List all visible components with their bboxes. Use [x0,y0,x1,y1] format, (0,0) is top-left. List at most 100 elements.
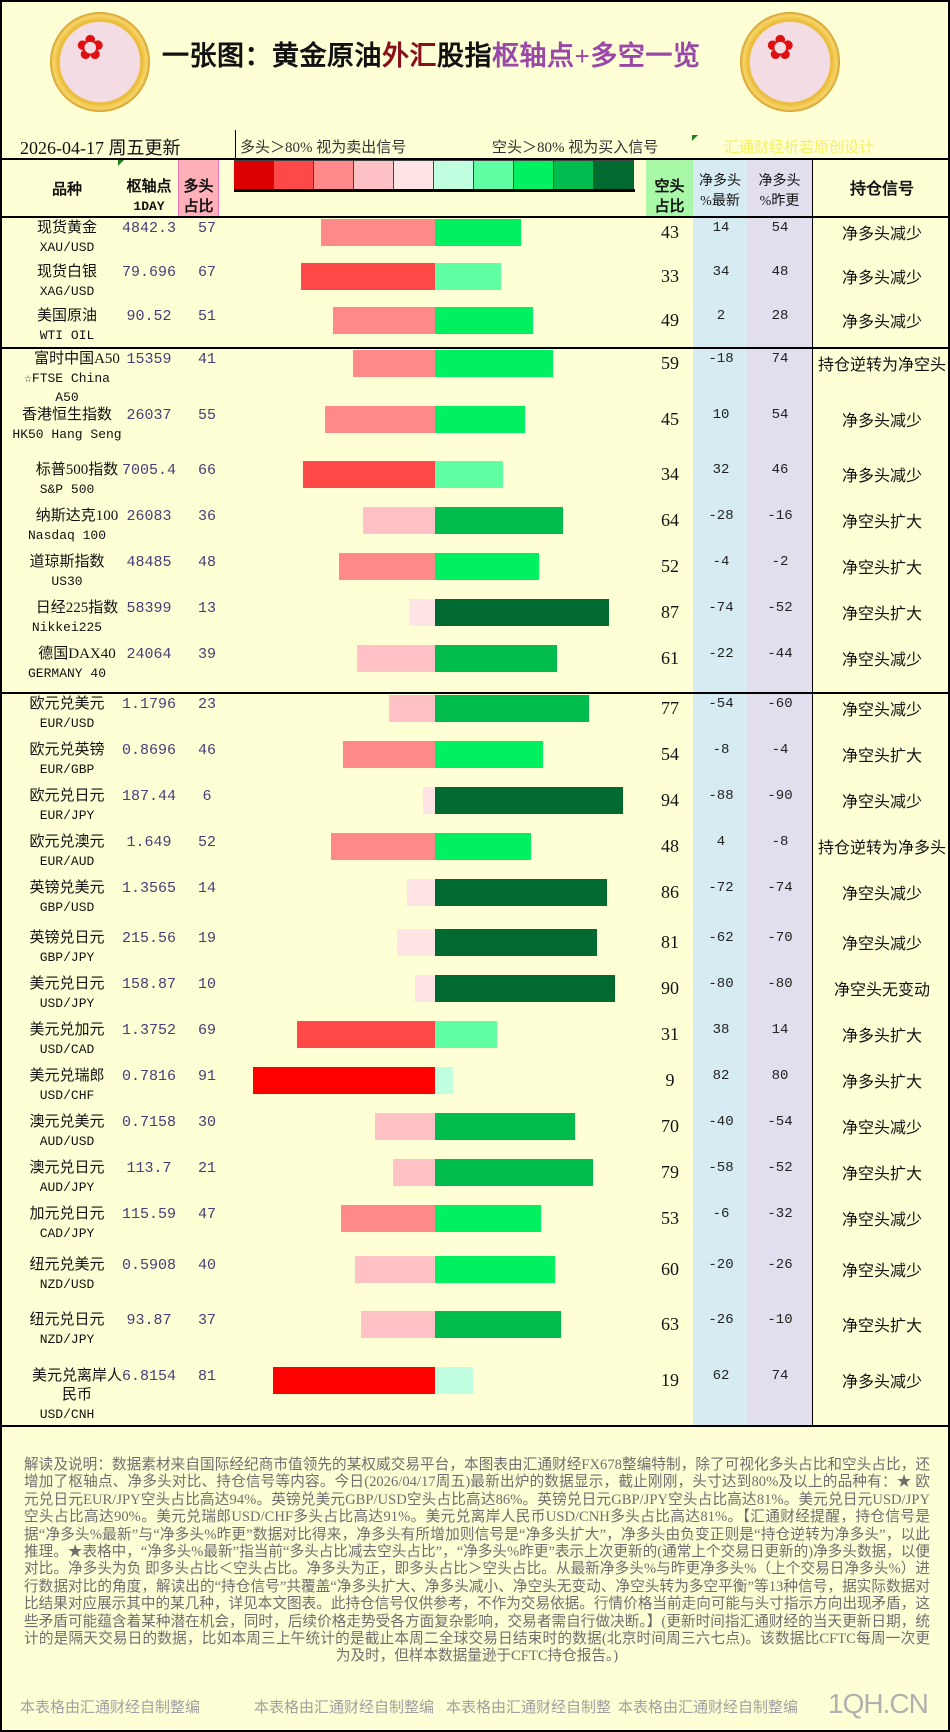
instrument-name-cell: 现货黄金 XAU/USD [2,219,132,257]
instrument-name: 富时中国A50 [34,351,120,367]
position-signal: 净空头扩大 [841,1318,922,1335]
long-percent: 66 [197,462,216,479]
net-long-latest: -18 [708,351,734,367]
long-percent: 57 [197,220,216,237]
short-bar [435,350,553,377]
net-long-prev: -60 [767,696,793,712]
legend-long-note: 多头＞80% 视为卖出信号 [240,140,407,156]
short-percent: 63 [661,1314,679,1334]
group-divider [2,347,948,349]
header-bottom-line [2,216,948,218]
instrument-name: 德国DAX40 [38,646,116,662]
short-percent: 31 [661,1024,679,1044]
position-signal: 净空头无变动 [833,982,930,999]
short-bar [435,507,563,534]
instrument-name-cell: 加元兑日元 CAD/JPY [2,1205,132,1243]
short-percent: 86 [661,882,679,902]
pivot-value: 215.56 [121,930,176,947]
short-percent: 48 [661,836,679,856]
short-bar [435,975,615,1002]
logo-left: ✿ [50,12,150,112]
instrument-name-cell: 美元兑日元 USD/JPY [2,975,132,1013]
header-long: 多头 [183,179,214,195]
long-bar [423,787,435,814]
instrument-name-cell: 欧元兑澳元 EUR/AUD [2,833,132,871]
short-percent: 70 [661,1116,679,1136]
pivot-value: 26083 [126,508,172,525]
net-long-latest: -8 [712,742,730,758]
instrument-code: US30 [51,574,83,589]
position-signal: 净空头减少 [841,794,922,811]
net-long-prev: -16 [767,508,793,524]
short-bar [435,1113,575,1140]
pivot-value: 0.7816 [121,1068,176,1085]
position-signal: 净空头减少 [841,1212,922,1229]
net-long-latest: -26 [708,1312,734,1328]
legend-swatch [314,160,354,190]
net-long-prev: 54 [771,220,789,236]
net-long-latest: 2 [716,308,726,324]
position-signal: 净多头扩大 [841,1028,922,1045]
long-percent: 69 [197,1022,216,1039]
net-long-latest: 10 [712,407,730,423]
net-long-latest: -62 [708,930,734,946]
long-bar [361,1311,435,1338]
short-bar [435,1256,555,1283]
net-long-prev: 14 [771,1022,789,1038]
instrument-name: 英镑兑美元 [29,880,105,896]
watermark: 本表格由汇通财经自制整编 [20,1700,201,1716]
short-bar [435,1311,561,1338]
legend-swatch [474,160,514,190]
legend-short-note: 空头＞80% 视为买入信号 [492,140,659,156]
instrument-name: 英镑兑日元 [29,930,105,946]
legend-swatch [234,160,274,190]
short-bar [435,1367,473,1394]
instrument-name-cell: 纳斯达克100 Nasdaq 100 [2,507,132,545]
short-percent: 79 [661,1162,679,1182]
instrument-name-cell: 富时中国A50 ☆FTSE China A50 [2,350,132,407]
long-percent: 81 [197,1368,216,1385]
long-percent: 55 [197,407,216,424]
net-long-latest: -58 [708,1160,734,1176]
instrument-code: XAG/USD [39,284,95,299]
instrument-code: ☆FTSE China A50 [24,371,110,405]
short-bar [435,1159,593,1186]
header-short-sub: 占比 [654,199,685,215]
instrument-name: 纳斯达克100 [35,508,119,524]
net-long-prev: -8 [771,834,789,850]
long-bar [297,1021,435,1048]
net-long-prev: 48 [771,264,789,280]
header-net-prev: 净多头 [758,174,801,189]
pivot-value: 1.3752 [121,1022,176,1039]
net-long-prev: 74 [771,1368,789,1384]
instrument-name-cell: 纽元兑美元 NZD/USD [2,1256,132,1294]
instrument-code: AUD/JPY [39,1180,95,1195]
net-long-latest: 14 [712,220,730,236]
instrument-name-cell: 英镑兑日元 GBP/JPY [2,929,132,967]
instrument-name-cell: 现货白银 XAG/USD [2,263,132,301]
long-bar [363,507,435,534]
pivot-value: 1.649 [126,834,172,851]
instrument-name-cell: 美国原油 WTI OIL [2,307,132,345]
instrument-name: 现货黄金 [36,220,97,236]
net-latest-column-bg [693,160,747,1426]
position-signal: 持仓逆转为净空头 [817,357,946,374]
site-logo: 1QH.CN [828,1688,929,1719]
long-percent: 21 [197,1160,216,1177]
instrument-code: NZD/JPY [39,1332,95,1347]
long-bar [343,741,435,768]
pivot-value: 1.3565 [121,880,176,897]
short-percent: 49 [661,310,679,330]
position-signal: 净空头扩大 [841,560,922,577]
short-percent: 52 [661,556,679,576]
net-long-latest: -40 [708,1114,734,1130]
short-percent: 61 [661,648,679,668]
instrument-name-cell: 德国DAX40 GERMANY 40 [2,645,132,683]
short-bar [435,307,533,334]
long-percent: 19 [197,930,216,947]
pivot-value: 1.1796 [121,696,176,713]
instrument-code: GBP/JPY [39,950,95,965]
header-name: 品种 [51,182,82,198]
pivot-value: 90.52 [126,308,172,325]
net-long-latest: -20 [708,1257,734,1273]
